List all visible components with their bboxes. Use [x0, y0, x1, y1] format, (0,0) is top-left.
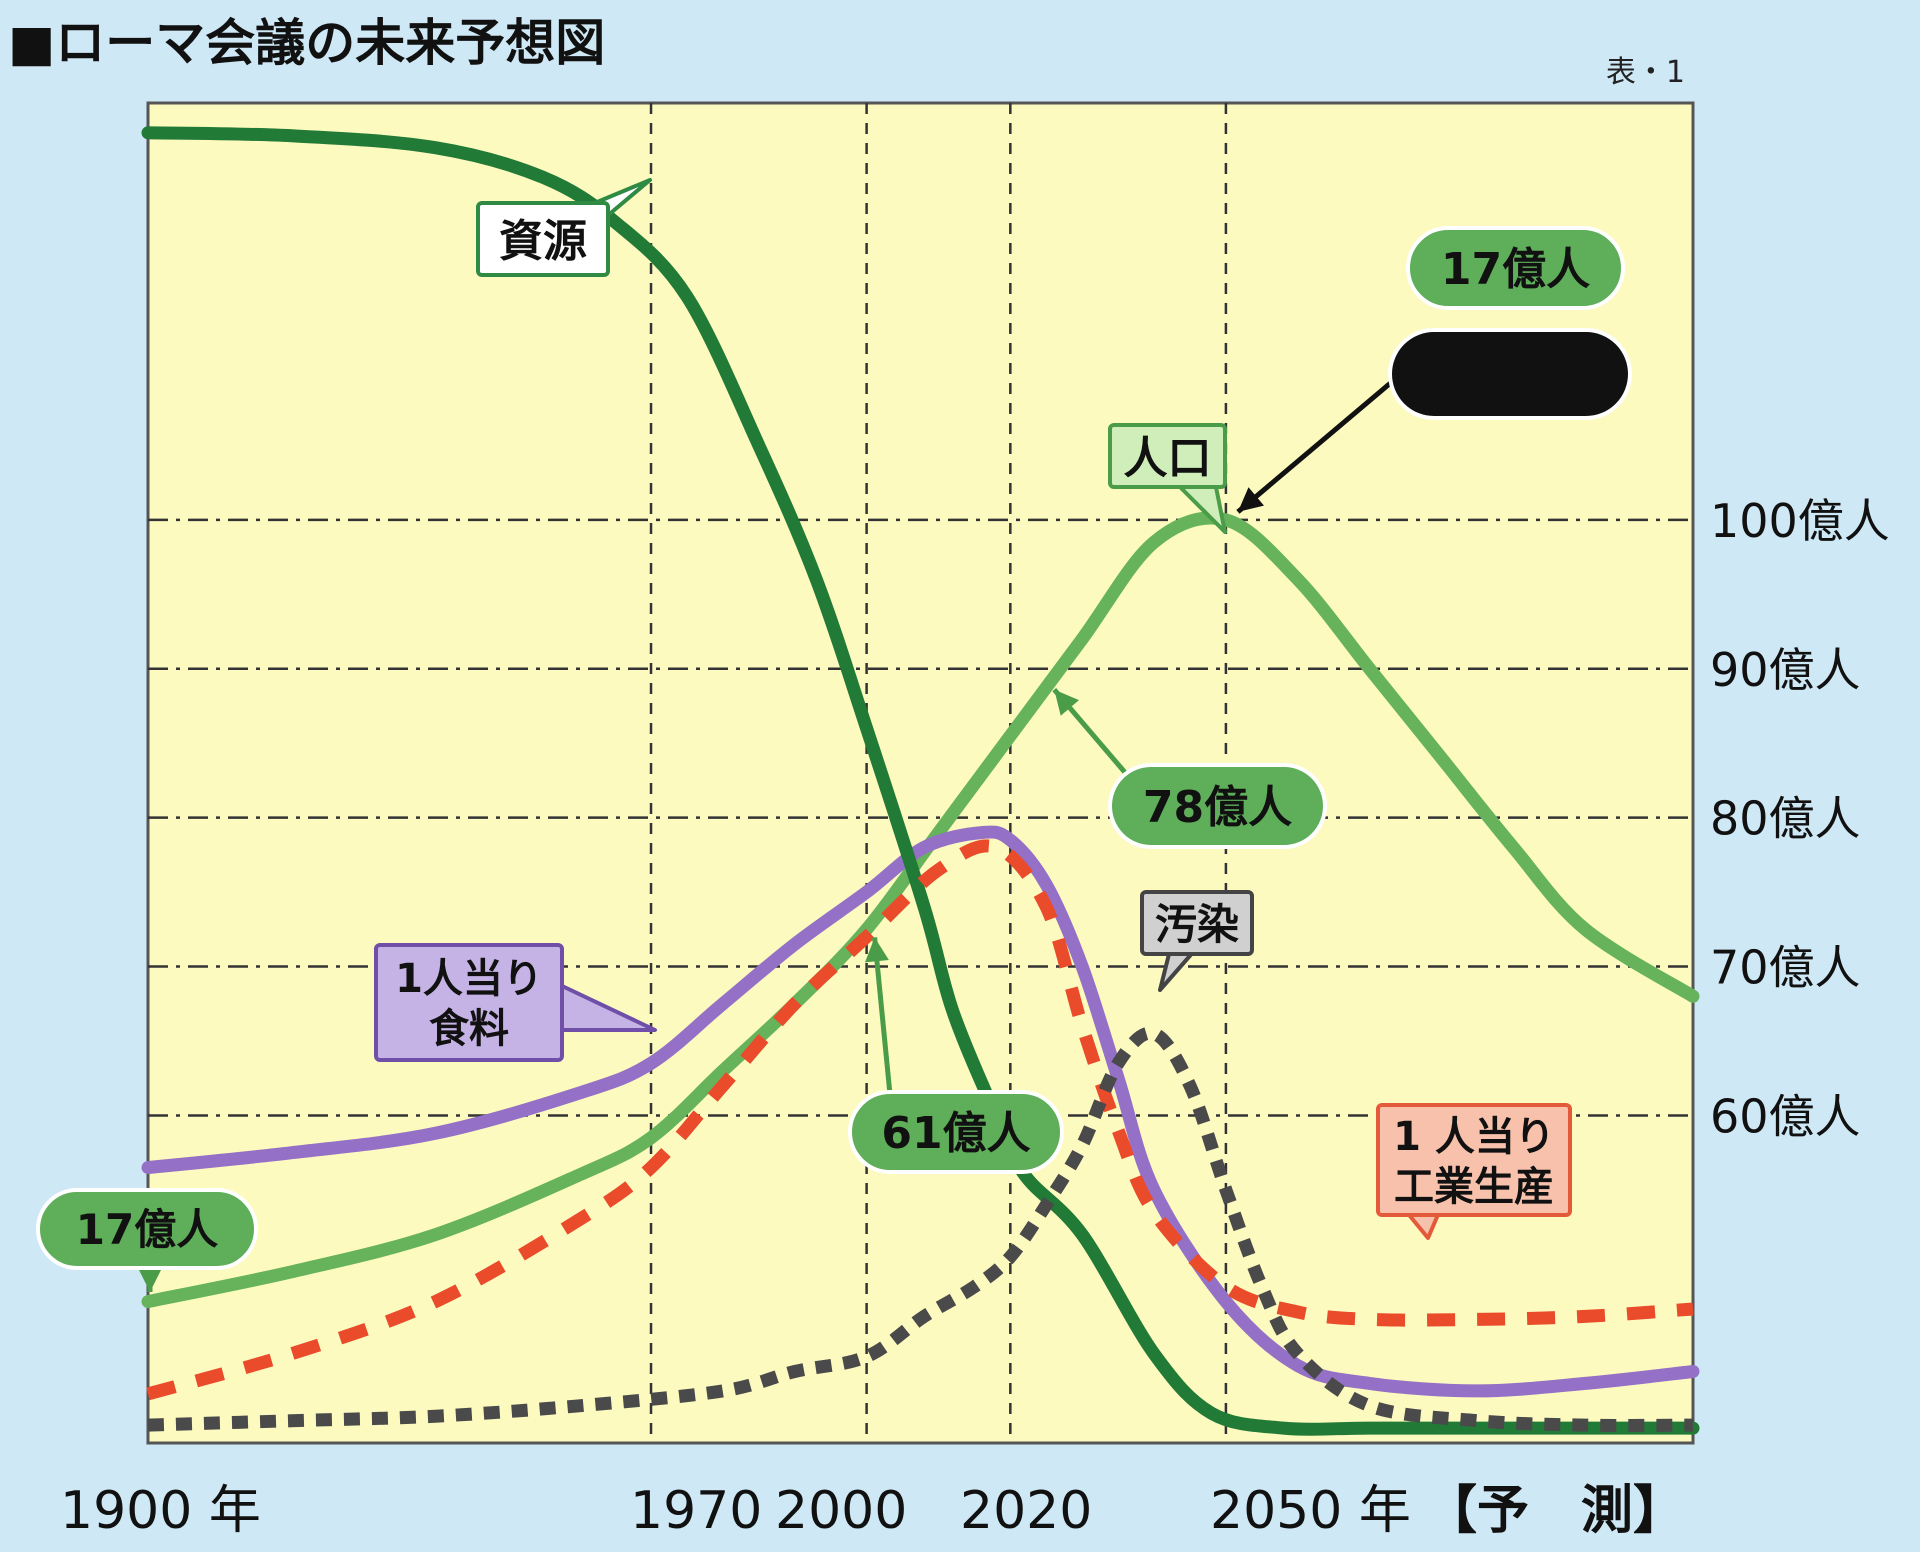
callout-population: 人口: [1108, 423, 1227, 534]
callout-food-text: 食料: [429, 1006, 509, 1052]
chart-title: ■ローマ会議の未来予想図: [8, 14, 605, 72]
callout-food-text: 1人当り: [395, 956, 543, 1002]
y-tick-labels: 100億人 90億人 80億人 70億人 60億人: [1710, 494, 1890, 1144]
series-line-food-per-capita: [141, 825, 1700, 1398]
pill-100: 100億人: [1388, 328, 1632, 420]
y-tick-70: 70億人: [1710, 941, 1861, 995]
pill-17-left-text: 17億人: [76, 1205, 218, 1254]
pill-78-text: 78億人: [1143, 782, 1292, 833]
arrow-61-head: [865, 937, 889, 963]
callout-food-box: [374, 943, 564, 1062]
pill-17-right: 17億人: [1406, 226, 1625, 310]
pill-78-bg: [1108, 763, 1327, 849]
pill-17-right-bg: [1406, 226, 1625, 310]
pill-61: 61億人: [848, 1090, 1064, 1174]
table-label: 表・1: [1606, 55, 1685, 90]
callout-resources-box: [476, 201, 610, 277]
series-lines: [141, 126, 1700, 1436]
pill-61-bg: [848, 1090, 1064, 1174]
pill-17-left-bg: [36, 1188, 258, 1270]
pill-100-bg: [1388, 328, 1632, 420]
x-tick-2050: 2050 年: [1210, 1481, 1411, 1541]
y-tick-60: 60億人: [1710, 1089, 1861, 1143]
pill-78: 78億人: [1108, 763, 1327, 849]
series-line-industrial-output-per-capita: [146, 839, 1694, 1401]
arrow-100: [1236, 373, 1402, 514]
callout-resources-text: 資源: [499, 216, 587, 267]
y-tick-80: 80億人: [1710, 792, 1861, 846]
callout-industry-text: 1 人当り: [1393, 1114, 1555, 1160]
callout-pollution-box: [1140, 890, 1254, 956]
arrow-100-shaft: [1236, 373, 1402, 514]
x-tick-1900: 1900 年: [60, 1481, 261, 1541]
callout-resources: 資源: [476, 178, 652, 277]
x-axis-forecast-label: 【予 測】: [1425, 1481, 1685, 1541]
pill-100-text: 100億人: [1404, 346, 1617, 406]
callout-industry-box: [1376, 1103, 1572, 1217]
callout-population-box: [1108, 423, 1227, 489]
pill-61-text: 61億人: [881, 1108, 1030, 1159]
arrow-100-head: [1237, 487, 1264, 512]
x-tick-labels: 1900 年 1970 2000 2020 2050 年: [60, 1481, 1411, 1541]
callout-resources-join: [592, 206, 604, 220]
x-tick-2020: 2020: [960, 1481, 1092, 1541]
arrow-78-head: [1054, 689, 1079, 716]
series-line-pollution: [147, 1026, 1694, 1432]
series-line-resources: [141, 126, 1700, 1436]
x-tick-2000: 2000: [775, 1481, 907, 1541]
callout-population-text: 人口: [1124, 433, 1212, 484]
pill-17-right-text: 17億人: [1441, 244, 1590, 295]
pill-17-left: 17億人: [36, 1188, 258, 1270]
series-line-population: [141, 511, 1700, 1309]
callout-industry-text: 工業生産: [1394, 1164, 1554, 1210]
callout-pollution: 汚染: [1140, 890, 1254, 992]
callout-pollution-text: 汚染: [1155, 900, 1239, 949]
x-tick-1970: 1970: [630, 1481, 762, 1541]
y-tick-90: 90億人: [1710, 643, 1861, 697]
arrow-17-left-head: [138, 1268, 162, 1292]
y-tick-100: 100億人: [1710, 494, 1890, 548]
